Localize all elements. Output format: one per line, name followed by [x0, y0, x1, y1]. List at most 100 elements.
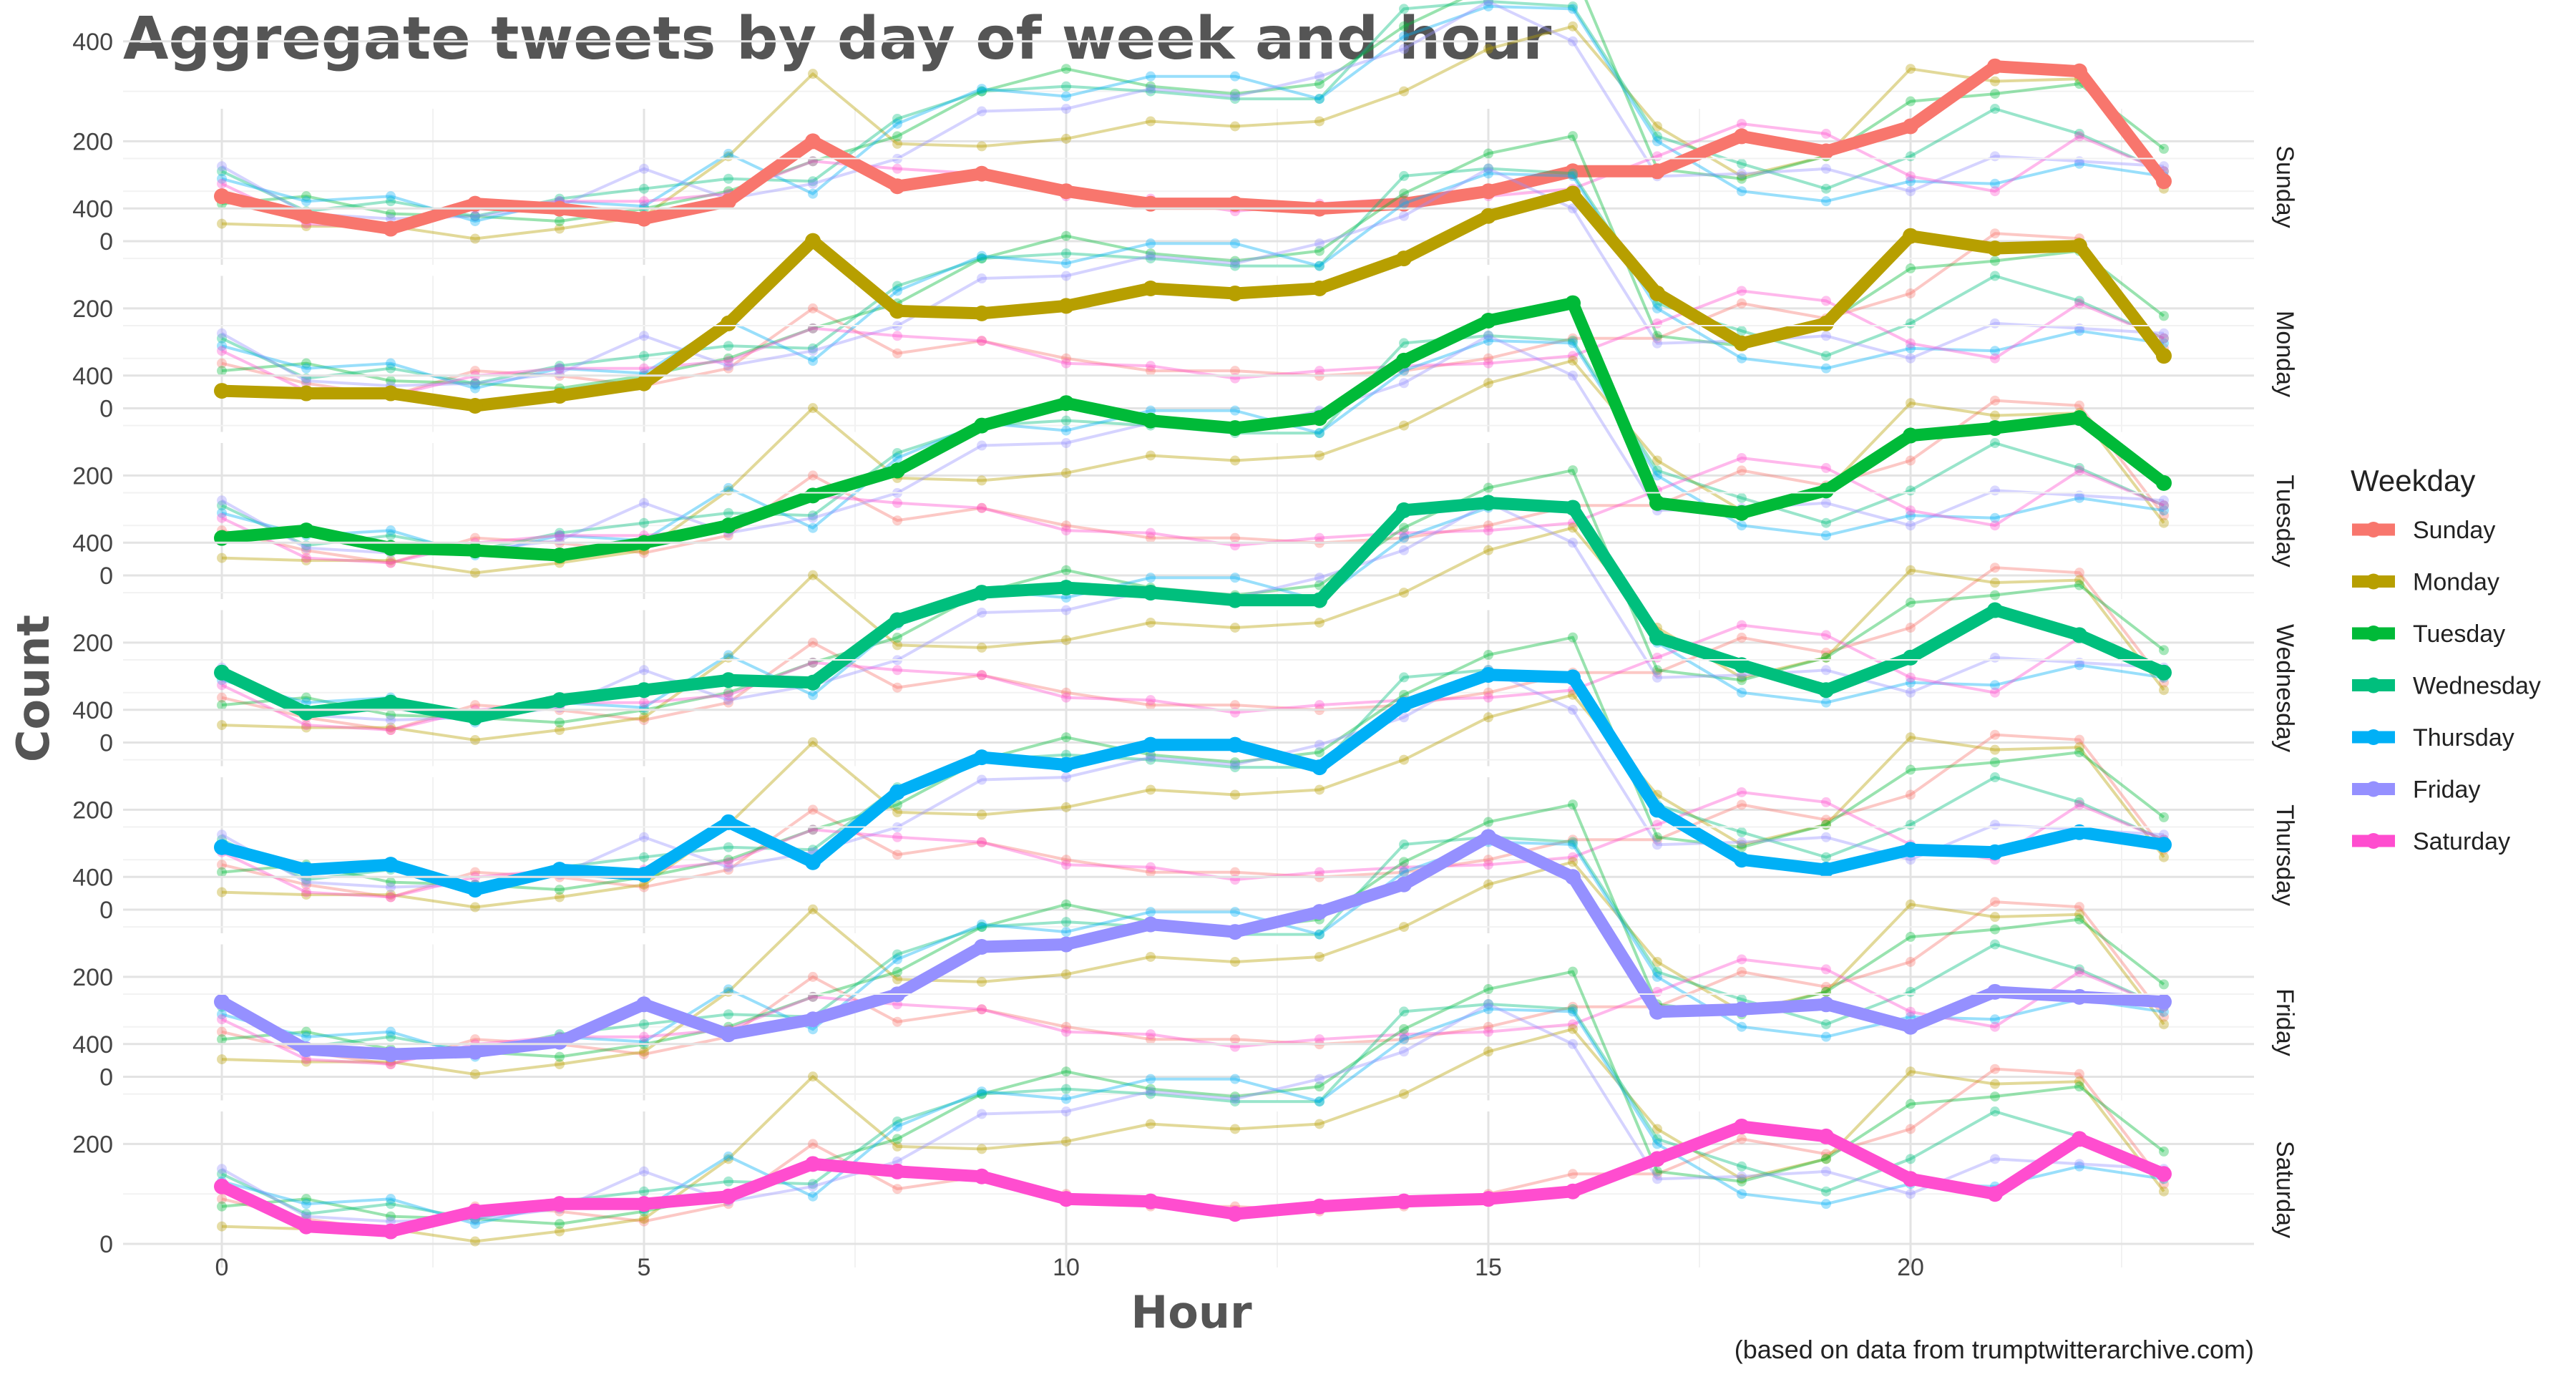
data-point: [1903, 228, 1918, 244]
data-point: [1314, 1096, 1324, 1107]
data-point: [1987, 58, 2003, 74]
data-point: [1061, 772, 1071, 783]
data-point: [470, 1034, 480, 1045]
data-point: [386, 358, 396, 369]
data-point: [1737, 837, 1747, 847]
data-point: [1906, 672, 1916, 683]
data-point: [892, 1141, 902, 1152]
data-point: [1821, 964, 1831, 975]
data-point: [1990, 353, 2000, 364]
data-point: [1483, 330, 1493, 341]
chart-title: Aggregate tweets by day of week and hour: [123, 5, 1552, 73]
data-point: [2159, 1006, 2169, 1017]
data-point: [301, 692, 311, 703]
panel-tuesday: 0 200 400 Tuesday: [72, 295, 2298, 599]
data-point: [1821, 1166, 1831, 1177]
data-point: [977, 1089, 987, 1099]
data-point: [1399, 532, 1409, 543]
series-wednesday-faint: [217, 998, 2169, 1225]
data-point: [892, 447, 902, 458]
y-tick-label: 0: [99, 1064, 113, 1091]
data-point: [1568, 1003, 1578, 1014]
data-point: [1821, 1031, 1831, 1042]
data-point: [214, 383, 230, 399]
data-point: [1061, 927, 1071, 938]
data-point: [1821, 1154, 1831, 1164]
data-point: [1483, 520, 1493, 531]
data-point: [1396, 352, 1412, 369]
strip-label-thursday: Thursday: [2271, 804, 2298, 906]
data-point: [1314, 428, 1324, 439]
data-point: [977, 774, 987, 785]
data-point: [1230, 789, 1240, 800]
data-point: [470, 211, 480, 222]
data-point: [2074, 568, 2084, 578]
data-point: [1568, 632, 1578, 643]
data-point: [2074, 575, 2084, 585]
data-point: [1652, 1124, 1662, 1134]
data-point: [2156, 475, 2172, 491]
data-point: [1146, 1034, 1156, 1045]
y-tick-label: 200: [72, 128, 113, 155]
data-point: [1568, 1, 1578, 11]
data-point: [1818, 143, 1834, 160]
data-point: [1230, 956, 1240, 967]
data-point: [1314, 116, 1324, 127]
data-point: [977, 1109, 987, 1119]
data-point: [470, 233, 480, 244]
data-point: [1483, 358, 1493, 369]
data-point: [639, 1186, 649, 1197]
legend-label: Friday: [2413, 777, 2480, 804]
x-tick-label: 10: [1053, 1254, 1080, 1281]
data-point: [1821, 497, 1831, 508]
data-point: [1568, 465, 1578, 476]
data-point: [301, 1054, 311, 1065]
data-point: [470, 735, 480, 746]
data-point: [1737, 1134, 1747, 1144]
data-point: [1061, 969, 1071, 980]
data-point: [1737, 298, 1747, 308]
data-point: [1061, 565, 1071, 575]
data-point: [639, 196, 649, 207]
data-point: [892, 286, 902, 296]
data-point: [1821, 832, 1831, 842]
data-point: [1652, 318, 1662, 329]
data-point: [214, 993, 230, 1010]
data-point: [1652, 1169, 1662, 1179]
data-point: [1314, 1096, 1324, 1107]
data-point: [1649, 495, 1665, 511]
data-point: [1987, 844, 2003, 860]
data-point: [1230, 121, 1240, 132]
data-point: [1906, 353, 1916, 364]
data-point: [1312, 1198, 1327, 1215]
data-point: [2074, 298, 2084, 308]
data-point: [1483, 335, 1493, 346]
data-point: [1906, 1066, 1916, 1077]
data-point: [1737, 675, 1747, 686]
data-point: [301, 1199, 311, 1210]
x-tick-label: 5: [638, 1254, 651, 1281]
data-point: [1230, 867, 1240, 877]
data-point: [1990, 578, 2000, 588]
data-point: [805, 1156, 821, 1172]
data-point: [808, 971, 818, 982]
data-point: [467, 1043, 483, 1060]
data-point: [1990, 104, 2000, 115]
data-point: [2074, 156, 2084, 167]
data-point: [2072, 824, 2087, 840]
data-point: [1230, 71, 1240, 82]
data-point: [639, 1049, 649, 1060]
data-point: [383, 857, 399, 873]
data-point: [1483, 692, 1493, 703]
data-point: [1990, 687, 2000, 698]
data-point: [467, 398, 483, 414]
data-point: [1061, 1066, 1071, 1077]
data-point: [1906, 1124, 1916, 1134]
data-point: [1737, 1161, 1747, 1172]
data-point: [639, 712, 649, 723]
data-point: [1061, 687, 1071, 698]
y-tick-label: 200: [72, 296, 113, 323]
data-point: [1568, 799, 1578, 810]
data-point: [2159, 143, 2169, 154]
data-point: [1061, 133, 1071, 144]
